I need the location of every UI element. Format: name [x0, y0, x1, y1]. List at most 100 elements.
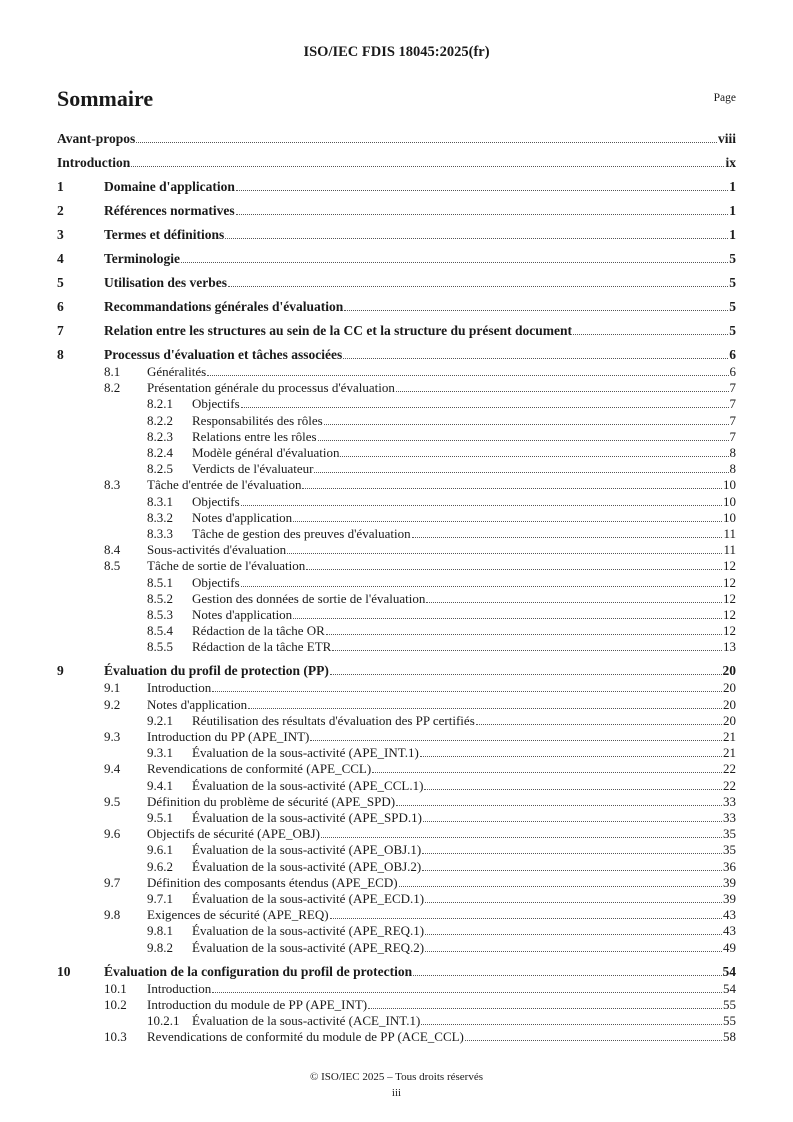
toc-entry-title: Évaluation de la sous-activité (APE_REQ.…	[192, 923, 425, 938]
toc-entry-page: 5	[729, 299, 736, 314]
toc-entry-page: 12	[723, 623, 736, 638]
toc-entry-number: 9.2.1	[147, 713, 173, 728]
dot-leader	[235, 214, 729, 215]
toc-entry[interactable]: 9.7 Définition des composants étendus (AP…	[57, 875, 736, 891]
toc-entry-number: 8.3.1	[147, 494, 173, 509]
toc-entry[interactable]: 9.6.2 Évaluation de la sous-activité (APE…	[57, 859, 736, 875]
toc-entry[interactable]: 9.6.1 Évaluation de la sous-activité (APE…	[57, 842, 736, 858]
toc-entry[interactable]: 9.2.1 Réutilisation des résultats d'évalu…	[57, 713, 736, 729]
dot-leader	[248, 708, 722, 709]
toc-entry[interactable]: 8.3.2 Notes d'application 10	[57, 510, 736, 526]
toc-entry[interactable]: 8.3.3 Tâche de gestion des preuves d'éval…	[57, 526, 736, 542]
toc-entry-number: 9.7.1	[147, 891, 173, 906]
toc-entry[interactable]: 7 Relation entre les structures au sein d…	[57, 323, 736, 339]
toc-entry-number: 10.3	[104, 1029, 127, 1044]
toc-entry-title: Évaluation de la sous-activité (APE_INT.…	[192, 745, 419, 760]
toc-entry-title: Modèle général d'évaluation	[192, 445, 340, 460]
toc-entry-page: ix	[725, 155, 736, 170]
dot-leader	[332, 650, 722, 651]
toc-entry[interactable]: 10.1 Introduction 54	[57, 981, 736, 997]
toc-entry[interactable]: 6 Recommandations générales d'évaluation 5	[57, 299, 736, 315]
toc-entry-title: Processus d'évaluation et tâches associé…	[104, 347, 343, 362]
toc-entry-page: 35	[723, 826, 736, 841]
toc-entry[interactable]: Introduction ix	[57, 155, 736, 171]
toc-entry-title: Évaluation de la sous-activité (APE_OBJ.…	[192, 859, 422, 874]
toc-entry[interactable]: 8.3.1 Objectifs 10	[57, 494, 736, 510]
dot-leader	[317, 440, 729, 441]
toc-entry-number: 8.5.3	[147, 607, 173, 622]
toc-entry-page: 8	[729, 461, 737, 476]
toc-entry[interactable]: 8.2.3 Relations entre les rôles 7	[57, 429, 736, 445]
toc-entry-number: 9.1	[104, 680, 121, 695]
toc-entry[interactable]: 8.5.3 Notes d'application 12	[57, 607, 736, 623]
toc-entry[interactable]: 9.6 Objectifs de sécurité (APE_OBJ) 35	[57, 826, 736, 842]
toc-entry[interactable]: 10.2 Introduction du module de PP (APE_IN…	[57, 997, 736, 1013]
toc-entry-title: Généralités	[147, 364, 207, 379]
toc-entry-title: Présentation générale du processus d'éva…	[147, 380, 395, 395]
dot-leader	[131, 166, 725, 167]
toc-entry[interactable]: 10.2.1 Évaluation de la sous-activité (AC…	[57, 1013, 736, 1029]
toc-entry[interactable]: 2 Références normatives 1	[57, 203, 736, 219]
toc-entry[interactable]: 10 Évaluation de la configuration du prof…	[57, 964, 736, 980]
toc-entry[interactable]: 9.8.2 Évaluation de la sous-activité (APE…	[57, 940, 736, 956]
toc-entry-title: Termes et définitions	[104, 227, 225, 242]
dot-leader	[181, 262, 729, 263]
toc-entry[interactable]: 8.1 Généralités 6	[57, 364, 736, 380]
toc-entry[interactable]: 8 Processus d'évaluation et tâches associ…	[57, 347, 736, 363]
toc-entry[interactable]: 9.3.1 Évaluation de la sous-activité (APE…	[57, 745, 736, 761]
toc-entry[interactable]: 8.5 Tâche de sortie de l'évaluation 12	[57, 558, 736, 574]
dot-leader	[287, 553, 723, 554]
toc-entry-page: 54	[723, 981, 736, 996]
dot-leader	[425, 902, 722, 903]
dot-leader	[329, 918, 722, 919]
toc-entry-page: 1	[729, 179, 736, 194]
toc-entry[interactable]: 9.5.1 Évaluation de la sous-activité (APE…	[57, 810, 736, 826]
toc-entry[interactable]: 9.4.1 Évaluation de la sous-activité (APE…	[57, 778, 736, 794]
toc-entry[interactable]: Avant-propos viii	[57, 131, 736, 147]
toc-entry-number: 8.2.4	[147, 445, 173, 460]
toc-entry-number: 8.5.5	[147, 639, 173, 654]
toc-entry[interactable]: 8.4 Sous-activités d'évaluation 11	[57, 542, 736, 558]
toc-entry[interactable]: 8.2.4 Modèle général d'évaluation 8	[57, 445, 736, 461]
toc-entry[interactable]: 10.3 Revendications de conformité du modu…	[57, 1029, 736, 1045]
toc-entry[interactable]: 8.5.4 Rédaction de la tâche OR 12	[57, 623, 736, 639]
toc-entry-title: Définition du problème de sécurité (APE_…	[147, 794, 396, 809]
toc-entry[interactable]: 9.3 Introduction du PP (APE_INT) 21	[57, 729, 736, 745]
toc-entry-title: Recommandations générales d'évaluation	[104, 299, 344, 314]
toc-entry[interactable]: 8.2.5 Verdicts de l'évaluateur 8	[57, 461, 736, 477]
toc-entry-page: 12	[723, 558, 736, 573]
toc-entry[interactable]: 8.2.1 Objectifs 7	[57, 396, 736, 412]
toc-entry[interactable]: 9 Évaluation du profil de protection (PP)…	[57, 663, 736, 679]
toc-entry-number: 9.6.2	[147, 859, 173, 874]
toc-entry-page: 12	[723, 607, 736, 622]
toc-entry[interactable]: 9.7.1 Évaluation de la sous-activité (APE…	[57, 891, 736, 907]
toc-entry[interactable]: 8.5.5 Rédaction de la tâche ETR 13	[57, 639, 736, 655]
toc-entry[interactable]: 8.5.2 Gestion des données de sortie de l'…	[57, 591, 736, 607]
toc-entry[interactable]: 8.2.2 Responsabilités des rôles 7	[57, 413, 736, 429]
toc-entry-number: 8.3.3	[147, 526, 173, 541]
toc-entry-page: 5	[729, 323, 736, 338]
toc-entry[interactable]: 9.1 Introduction 20	[57, 680, 736, 696]
toc-entry-title: Relation entre les structures au sein de…	[104, 323, 572, 338]
toc-entry[interactable]: 9.5 Définition du problème de sécurité (A…	[57, 794, 736, 810]
dot-leader	[340, 456, 729, 457]
dot-leader	[422, 853, 722, 854]
toc-entry[interactable]: 8.2 Présentation générale du processus d'…	[57, 380, 736, 396]
toc-entry-number: 9.3	[104, 729, 121, 744]
toc-entry[interactable]: 9.8.1 Évaluation de la sous-activité (APE…	[57, 923, 736, 939]
toc-entry-page: 5	[729, 251, 736, 266]
dot-leader	[422, 870, 722, 871]
dot-leader	[343, 358, 729, 359]
toc-entry[interactable]: 9.4 Revendications de conformité (APE_CCL…	[57, 761, 736, 777]
toc-entry[interactable]: 8.5.1 Objectifs 12	[57, 575, 736, 591]
toc-entry-page: 6	[729, 347, 736, 362]
dot-leader	[329, 674, 722, 675]
toc-entry[interactable]: 4 Terminologie 5	[57, 251, 736, 267]
toc-entry[interactable]: 5 Utilisation des verbes 5	[57, 275, 736, 291]
toc-entry[interactable]: 9.2 Notes d'application 20	[57, 697, 736, 713]
toc-entry-title: Revendications de conformité du module d…	[147, 1029, 464, 1044]
toc-entry[interactable]: 1 Domaine d'application 1	[57, 179, 736, 195]
toc-entry[interactable]: 8.3 Tâche d'entrée de l'évaluation 10	[57, 477, 736, 493]
toc-entry[interactable]: 3 Termes et définitions 1	[57, 227, 736, 243]
toc-entry[interactable]: 9.8 Exigences de sécurité (APE_REQ) 43	[57, 907, 736, 923]
